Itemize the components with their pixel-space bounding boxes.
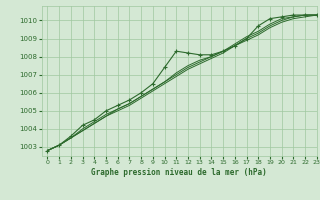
X-axis label: Graphe pression niveau de la mer (hPa): Graphe pression niveau de la mer (hPa) xyxy=(91,168,267,177)
